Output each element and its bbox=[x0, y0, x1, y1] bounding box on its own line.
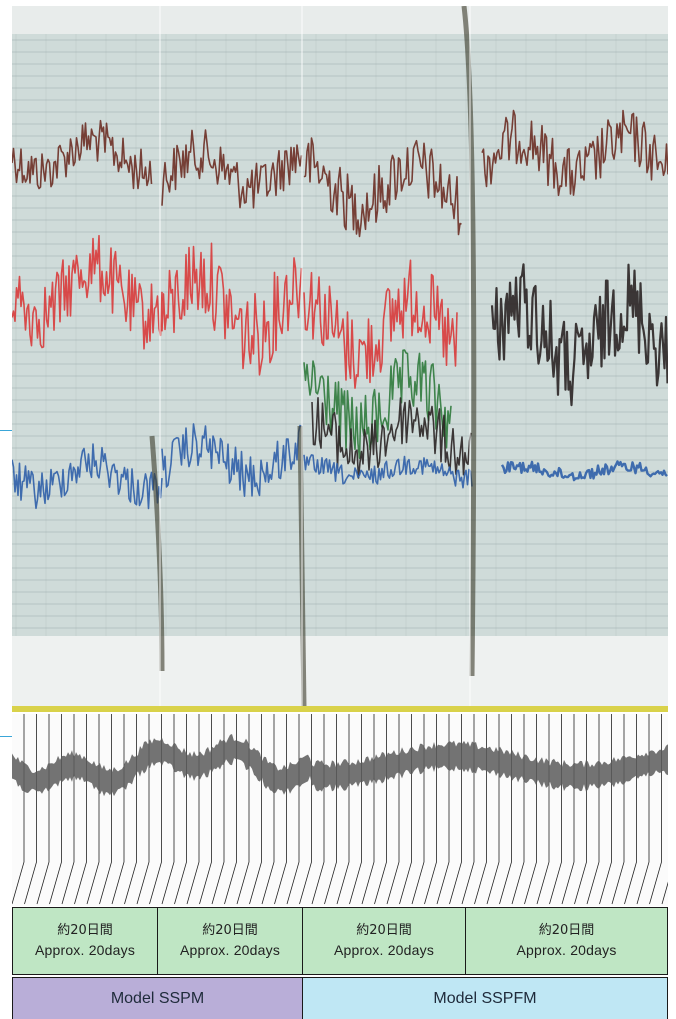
sawtooth-timing-lines bbox=[11, 714, 675, 905]
red-trace bbox=[303, 259, 458, 389]
duration-label-en: Approx. 20days bbox=[516, 942, 617, 958]
pen-traces bbox=[12, 109, 668, 510]
brown-trace bbox=[161, 129, 303, 209]
blue-trace bbox=[12, 443, 163, 510]
strip-trace bbox=[12, 734, 668, 797]
model-label-sspfm: Model SSPFM bbox=[302, 977, 668, 1019]
model-row: Model SSPM Model SSPFM bbox=[12, 977, 668, 1019]
duration-label-en: Approx. 20days bbox=[333, 942, 435, 958]
chart-recorder-paper bbox=[12, 6, 668, 712]
paper-bottom-edge bbox=[12, 706, 668, 712]
paper-top-margin bbox=[12, 6, 668, 34]
red-trace bbox=[12, 234, 163, 350]
green-trace bbox=[303, 349, 452, 459]
sawtooth-lines bbox=[11, 714, 675, 905]
waveform-strip bbox=[11, 714, 675, 906]
blue-trace bbox=[500, 460, 668, 482]
paper-fold-shadow bbox=[149, 435, 165, 672]
duration-label-en: Approx. 20days bbox=[179, 942, 281, 958]
grid-vertical-lines bbox=[15, 34, 647, 636]
left-edge-marker bbox=[0, 430, 12, 431]
model-label-sspm: Model SSPM bbox=[12, 977, 303, 1019]
paper-folds bbox=[149, 6, 477, 712]
chart-recorder-photo bbox=[12, 6, 668, 712]
duration-cell: 約20日間 Approx. 20days bbox=[12, 907, 158, 975]
duration-cell: 約20日間 Approx. 20days bbox=[465, 907, 668, 975]
duration-row: 約20日間 Approx. 20days 約20日間 Approx. 20day… bbox=[12, 907, 668, 977]
brown-trace bbox=[481, 109, 668, 197]
duration-label-jp: 約20日間 bbox=[57, 923, 113, 938]
brown-trace bbox=[12, 119, 153, 190]
black-trace bbox=[490, 263, 668, 407]
duration-label-jp: 約20日間 bbox=[202, 923, 258, 938]
duration-label-jp: 約20日間 bbox=[356, 923, 412, 938]
left-edge-marker bbox=[0, 736, 12, 737]
black-trace bbox=[311, 397, 472, 479]
paper-fold-shadow bbox=[297, 425, 307, 707]
brown-trace bbox=[303, 137, 462, 238]
duration-label-en: Approx. 20days bbox=[34, 942, 136, 958]
duration-cell: 約20日間 Approx. 20days bbox=[157, 907, 303, 975]
paper-fold-shadow bbox=[461, 6, 477, 677]
duration-label-jp: 約20日間 bbox=[538, 923, 595, 938]
blue-trace bbox=[303, 454, 473, 489]
waveform-strip-svg bbox=[11, 714, 675, 905]
duration-cell: 約20日間 Approx. 20days bbox=[302, 907, 466, 975]
strip-trace-band bbox=[12, 734, 668, 797]
red-trace bbox=[161, 242, 303, 376]
paper-bottom-margin bbox=[12, 636, 668, 706]
blue-trace bbox=[161, 423, 302, 497]
